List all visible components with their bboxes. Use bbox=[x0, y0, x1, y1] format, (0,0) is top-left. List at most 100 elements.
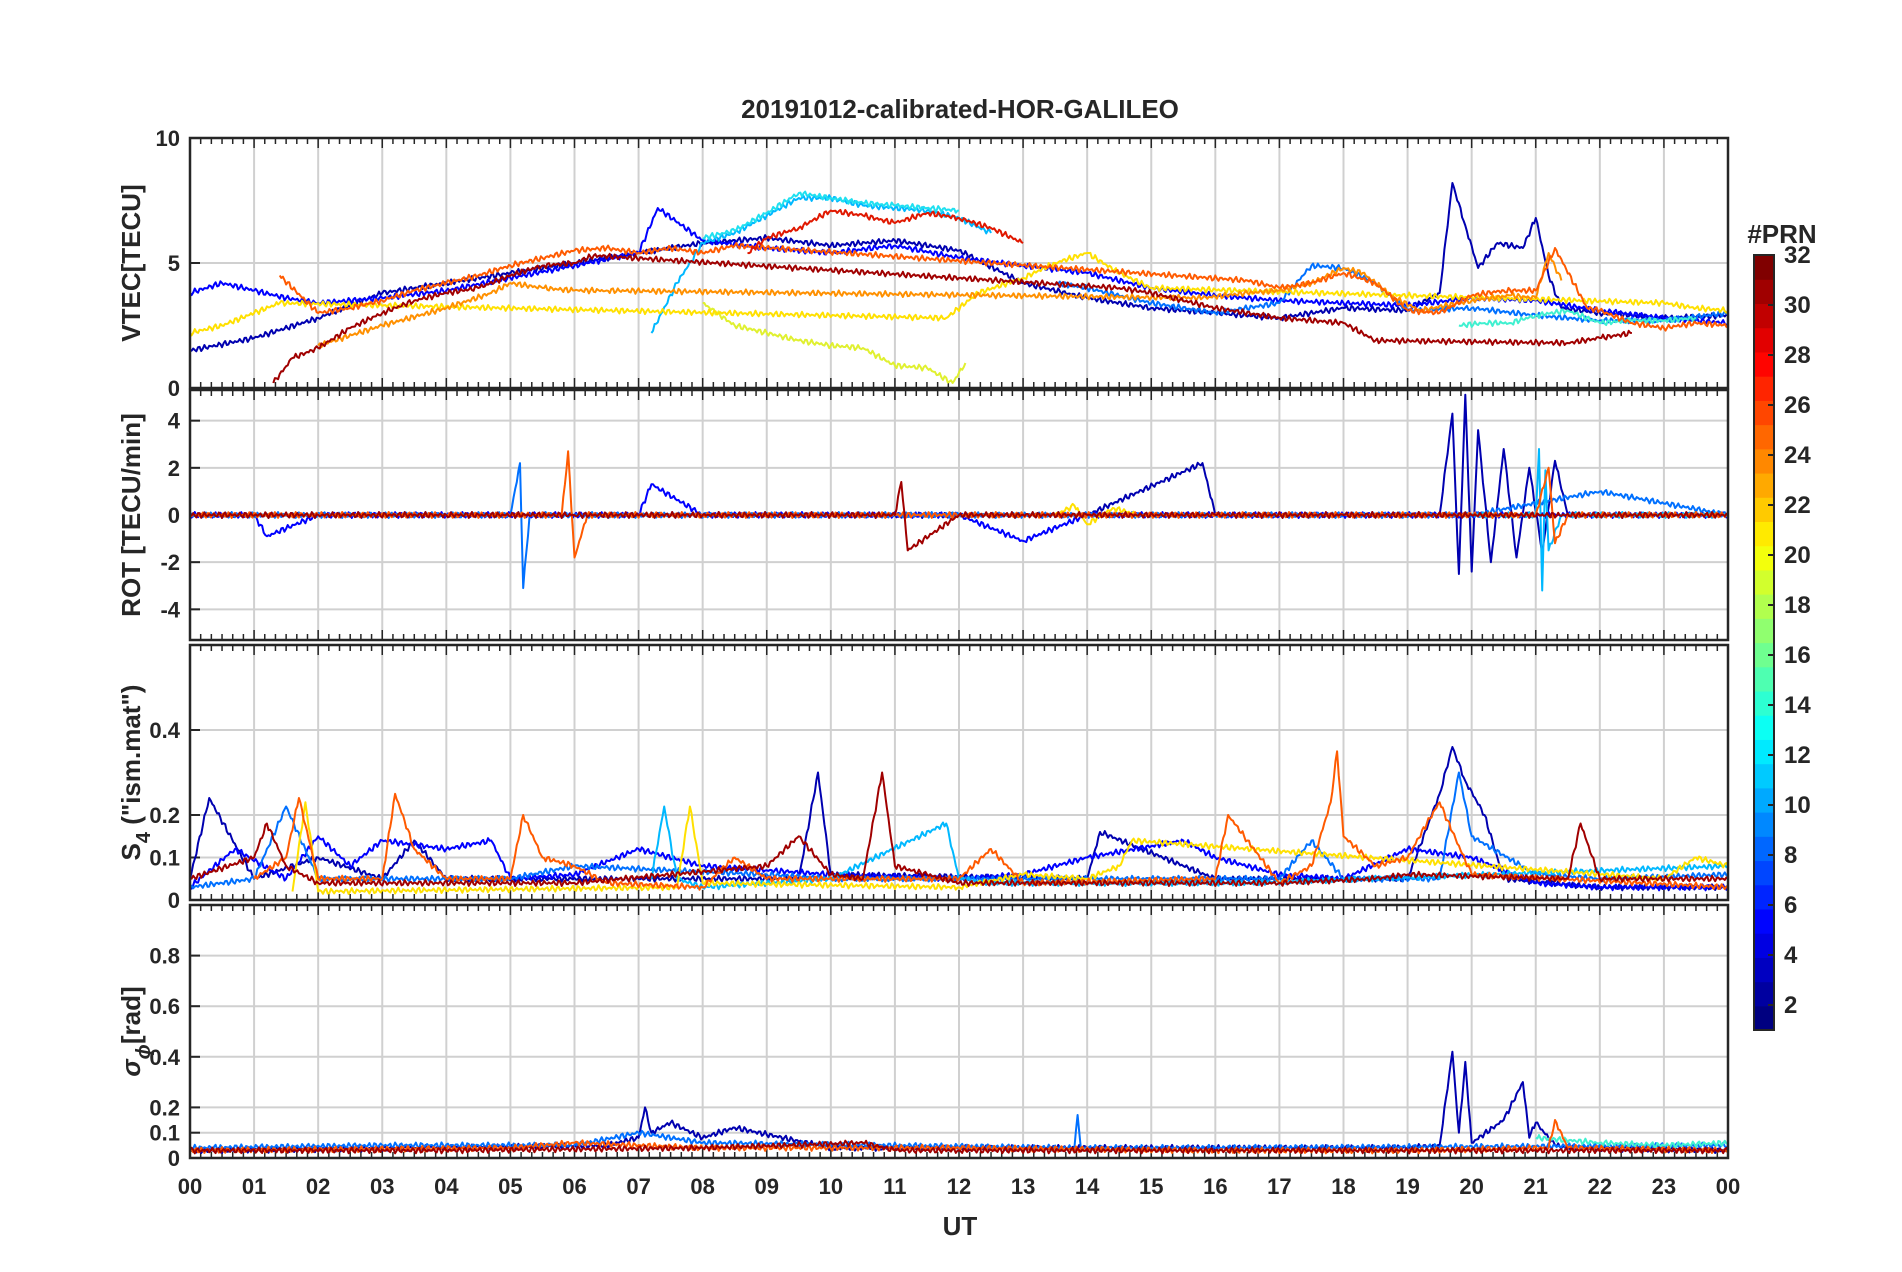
colorbar-segment bbox=[1754, 981, 1774, 1007]
y-axis-label: S4 ("ism.mat") bbox=[116, 685, 155, 861]
series-line-prn-30 bbox=[190, 771, 1728, 887]
series-line-prn-25 bbox=[278, 242, 1728, 332]
colorbar-segment bbox=[1754, 642, 1774, 668]
y-axis-label-rest: ("ism.mat") bbox=[116, 685, 146, 832]
colorbar-frame bbox=[1753, 254, 1775, 1031]
chart-title: 20191012-calibrated-HOR-GALILEO bbox=[741, 94, 1179, 124]
axes-box bbox=[188, 643, 1730, 902]
colorbar-segment bbox=[1754, 763, 1774, 789]
series-line-prn-19 bbox=[702, 302, 967, 384]
colorbar-segment bbox=[1754, 715, 1774, 740]
y-tick-label: 0.4 bbox=[149, 718, 180, 743]
series-group bbox=[190, 1050, 1728, 1155]
panel-vtec: 0 5 10 VTEC[TECU] bbox=[116, 126, 1730, 401]
colorbar-segment bbox=[1754, 690, 1774, 716]
x-tick-label: 14 bbox=[1075, 1174, 1100, 1199]
series-group bbox=[190, 746, 1728, 895]
colorbar-segment bbox=[1754, 400, 1774, 426]
x-tick-label: 03 bbox=[370, 1174, 394, 1199]
colorbar-tick-label: 16 bbox=[1784, 642, 1811, 669]
colorbar-tick-label: 6 bbox=[1784, 892, 1797, 919]
colorbar-tick-label: 4 bbox=[1784, 942, 1798, 969]
series-line-prn-20 bbox=[1054, 502, 1140, 526]
colorbar-segment bbox=[1754, 424, 1774, 450]
colorbar-tick-label: 30 bbox=[1784, 292, 1811, 319]
x-tick-label: 15 bbox=[1139, 1174, 1163, 1199]
colorbar-tick-label: 18 bbox=[1784, 592, 1811, 619]
x-axis-label: UT bbox=[943, 1211, 978, 1241]
y-tick-label: 0.1 bbox=[149, 1121, 180, 1146]
y-tick-label: 0 bbox=[168, 503, 180, 528]
colorbar-segment bbox=[1754, 327, 1774, 353]
y-axis-label: VTEC[TECU] bbox=[116, 184, 146, 341]
colorbar-segment bbox=[1754, 521, 1774, 547]
colorbar-segment bbox=[1754, 448, 1774, 474]
x-tick-label: 19 bbox=[1395, 1174, 1419, 1199]
colorbar-segment bbox=[1754, 957, 1774, 983]
x-tick-label: 00 bbox=[1716, 1174, 1740, 1199]
x-tick-label: 07 bbox=[626, 1174, 650, 1199]
colorbar-tick-label: 22 bbox=[1784, 492, 1811, 519]
y-tick-label: 0 bbox=[168, 376, 180, 401]
series-line-prn-14 bbox=[1535, 1134, 1728, 1149]
y-tick-label: 5 bbox=[168, 251, 180, 276]
y-tick-label: 0.2 bbox=[149, 1095, 180, 1120]
colorbar-segment bbox=[1754, 739, 1774, 765]
x-tick-label: 11 bbox=[883, 1174, 906, 1199]
panel-s4: 0 0.1 0.2 0.4S4 ("ism.mat") bbox=[116, 643, 1730, 913]
colorbar-tick-label: 20 bbox=[1784, 542, 1811, 569]
series-group bbox=[190, 393, 1728, 592]
x-tick-label: 22 bbox=[1588, 1174, 1612, 1199]
x-tick-label: 21 bbox=[1524, 1174, 1548, 1199]
colorbar-segment bbox=[1754, 545, 1774, 571]
panel-rot: -4 -2 0 2 4 ROT [TECU/min] bbox=[116, 388, 1730, 642]
y-tick-label: -2 bbox=[160, 550, 180, 575]
y-tick-label: 2 bbox=[168, 456, 180, 481]
x-tick-label: 01 bbox=[242, 1174, 266, 1199]
x-tick-label: 17 bbox=[1267, 1174, 1291, 1199]
y-tick-label: 0.1 bbox=[149, 846, 180, 871]
colorbar-tick-label: 26 bbox=[1784, 392, 1811, 419]
colorbar-segment bbox=[1754, 351, 1774, 377]
colorbar-segment bbox=[1754, 860, 1774, 886]
y-tick-label: 0 bbox=[168, 1146, 180, 1171]
colorbar-segment bbox=[1754, 618, 1774, 644]
y-axis-label-main: σ bbox=[116, 1058, 146, 1077]
y-tick-label: 0.2 bbox=[149, 803, 180, 828]
x-tick-label: 02 bbox=[306, 1174, 330, 1199]
y-tick-label: 0 bbox=[168, 888, 180, 913]
y-tick-label: 0.4 bbox=[149, 1045, 180, 1070]
x-tick-label: 13 bbox=[1011, 1174, 1035, 1199]
series-group bbox=[190, 182, 1728, 384]
series-line-prn-25 bbox=[253, 750, 1728, 891]
panel-sigma: 00.10.2 0.4 0.6 0.8 σϕ[rad] bbox=[116, 903, 1730, 1171]
colorbar-tick-label: 2 bbox=[1784, 992, 1797, 1019]
series-line-prn-30 bbox=[190, 481, 1728, 552]
y-tick-label: -4 bbox=[160, 597, 180, 622]
axes-box bbox=[188, 136, 1730, 390]
series-line-prn-23 bbox=[317, 252, 1563, 349]
colorbar-segment bbox=[1754, 376, 1774, 401]
series-line-prn-13 bbox=[702, 190, 960, 241]
series-line-prn-14 bbox=[1458, 308, 1697, 329]
series-line-prn-27 bbox=[747, 208, 1024, 255]
x-tick-label: 20 bbox=[1459, 1174, 1483, 1199]
colorbar-title: #PRN bbox=[1747, 219, 1816, 249]
colorbar-tick-label: 28 bbox=[1784, 342, 1811, 369]
series-line-prn-20 bbox=[291, 801, 1728, 895]
y-axis-label-rest: [rad] bbox=[116, 986, 146, 1044]
colorbar-tick-label: 10 bbox=[1784, 792, 1811, 819]
colorbar-segment bbox=[1754, 933, 1774, 958]
x-tick-label: 18 bbox=[1331, 1174, 1355, 1199]
series-line-prn-30 bbox=[272, 252, 1632, 384]
x-tick-label: 10 bbox=[819, 1174, 843, 1199]
colorbar-tick-label: 12 bbox=[1784, 742, 1811, 769]
colorbar-segment bbox=[1754, 836, 1774, 862]
x-tick-label: 12 bbox=[947, 1174, 971, 1199]
colorbar-tick-label: 32 bbox=[1784, 242, 1811, 269]
y-axis-label-sub: ϕ bbox=[133, 1044, 155, 1059]
x-tick-label: 06 bbox=[562, 1174, 586, 1199]
